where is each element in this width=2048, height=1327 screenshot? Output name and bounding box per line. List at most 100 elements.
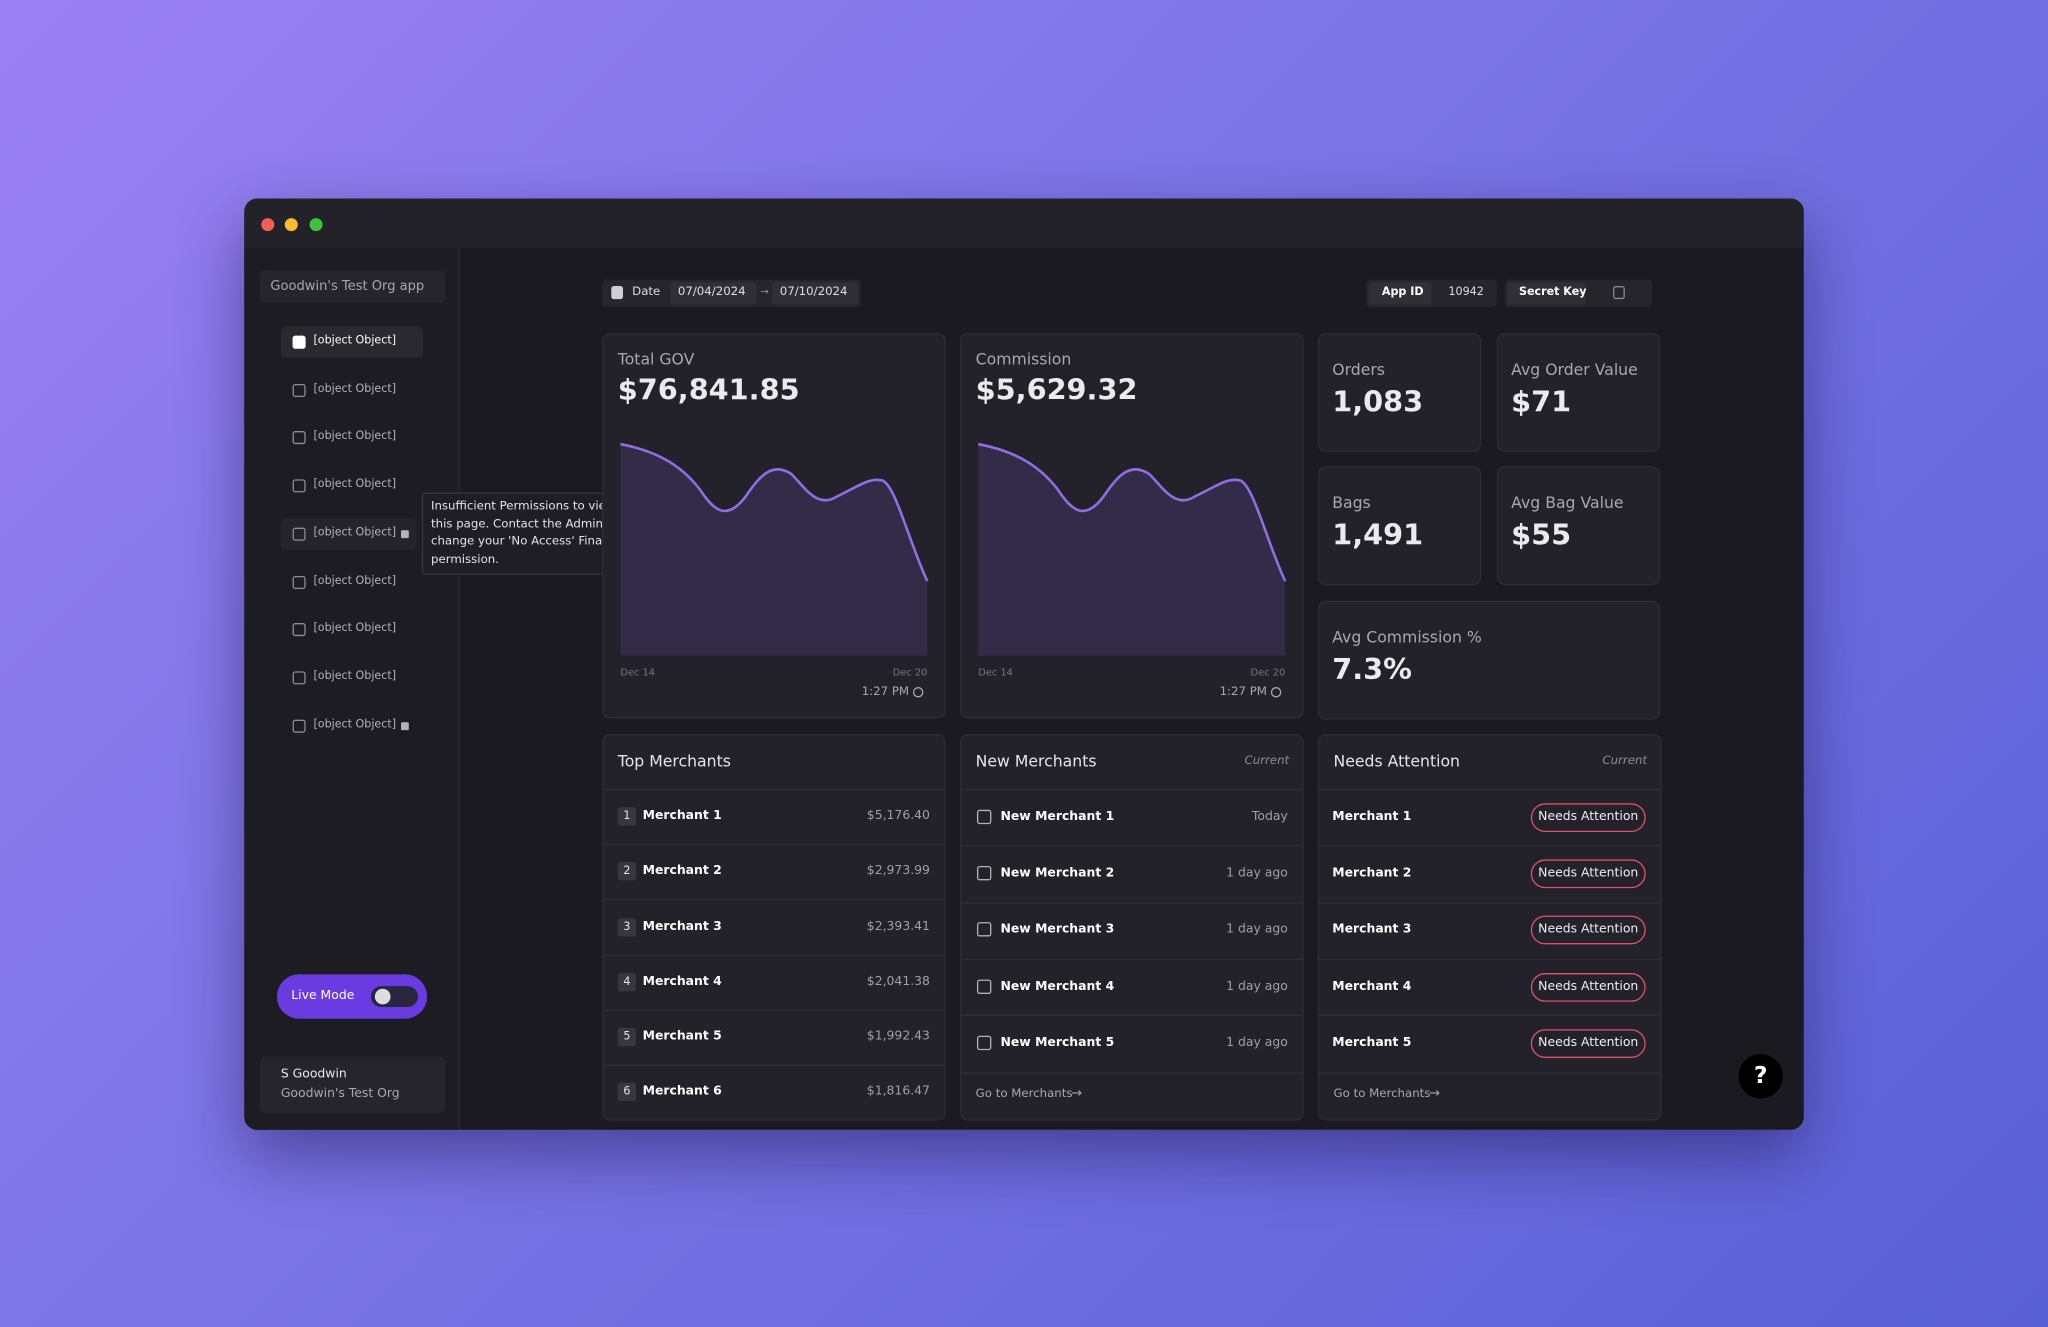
lock-icon (400, 721, 409, 730)
list-tag: Current (1602, 754, 1648, 768)
app-id-label-box (1368, 282, 1432, 305)
sparkline (620, 442, 929, 656)
nav-icon (292, 719, 306, 733)
arrow-icon: → (760, 286, 769, 298)
row-divider (959, 958, 1304, 960)
merchant-name[interactable]: New Merchant 4 (1000, 978, 1115, 994)
list-card (959, 734, 1304, 1121)
link-arrow: → (1071, 1086, 1082, 1102)
status-pill: Needs Attention (1530, 859, 1646, 889)
rank-box: 6 (617, 1082, 637, 1102)
nav-item[interactable]: [object Object] (313, 621, 397, 636)
stat-card (1317, 600, 1661, 720)
merchant-name[interactable]: New Merchant 1 (1000, 809, 1115, 824)
store-icon (976, 1035, 992, 1050)
status-pill: Needs Attention (1530, 915, 1646, 945)
row-divider (959, 1015, 1304, 1017)
merchant-time: 1 day ago (1226, 865, 1288, 881)
row-divider (602, 1064, 946, 1066)
nav-item[interactable]: [object Object] (313, 430, 397, 444)
card-title: Total GOV (617, 350, 695, 369)
row-divider (602, 899, 946, 901)
rank-box: 4 (617, 972, 637, 991)
nav-item[interactable]: [object Object] (313, 382, 397, 396)
stat-label: Avg Order Value (1511, 360, 1638, 379)
nav-item[interactable]: [object Object] (313, 717, 397, 731)
sparkline (978, 442, 1287, 656)
merchant-name[interactable]: Merchant 4 (642, 973, 722, 989)
sparkline-area (978, 444, 1286, 656)
nav-item[interactable]: [object Object] (313, 574, 397, 588)
close-button[interactable] (261, 218, 275, 232)
status-pill: Needs Attention (1530, 802, 1646, 832)
maximize-button[interactable] (309, 218, 323, 232)
nav-item[interactable]: [object Object] (313, 526, 397, 540)
x-start: Dec 14 (620, 666, 655, 678)
nav-icon (292, 335, 306, 349)
user-box[interactable] (259, 1056, 446, 1113)
merchant-value: $2,393.41 (866, 918, 930, 934)
store-icon (976, 809, 992, 824)
card-value: $5,629.32 (975, 374, 1138, 408)
go-link[interactable]: Go to Merchants (975, 1087, 1073, 1102)
merchant-name[interactable]: New Merchant 3 (1000, 922, 1115, 937)
merchant-name[interactable]: Merchant 3 (1332, 922, 1412, 937)
date-label: Date (632, 286, 661, 300)
stat-label: Avg Bag Value (1511, 493, 1624, 512)
merchant-value: $5,176.40 (866, 808, 930, 823)
go-link[interactable]: Go to Merchants (1333, 1087, 1431, 1102)
merchant-name[interactable]: New Merchant 5 (1000, 1035, 1115, 1050)
status-pill: Needs Attention (1530, 1029, 1646, 1058)
updated-time: 1:27 PM (861, 685, 910, 699)
x-end: Dec 20 (892, 666, 928, 678)
stat-value: 7.3% (1332, 654, 1412, 688)
row-divider (602, 954, 946, 956)
help-button[interactable]: ? (1738, 1054, 1783, 1099)
reveal-icon[interactable] (1613, 286, 1625, 300)
sparkline-line (620, 442, 929, 582)
merchant-name[interactable]: Merchant 5 (1332, 1035, 1412, 1050)
stat-label: Bags (1332, 493, 1371, 512)
stat-label: Avg Commission % (1332, 628, 1482, 647)
merchant-name[interactable]: Merchant 3 (642, 918, 722, 934)
minimize-button[interactable] (284, 218, 298, 232)
nav-icon (292, 383, 306, 397)
user-org: Goodwin's Test Org (280, 1086, 400, 1102)
merchant-name[interactable]: Merchant 6 (642, 1084, 722, 1099)
nav-item[interactable]: [object Object] (313, 478, 397, 492)
link-arrow: → (1428, 1086, 1440, 1102)
stat-value: $55 (1511, 519, 1572, 553)
merchant-name[interactable]: Merchant 1 (642, 808, 722, 823)
clock-icon (912, 687, 924, 698)
end-box[interactable] (771, 282, 859, 305)
row-divider (1317, 845, 1662, 847)
title-bar (244, 198, 1804, 249)
stat-card (1496, 333, 1661, 452)
merchant-name[interactable]: Merchant 2 (1332, 865, 1412, 881)
rank-box: 5 (617, 1027, 637, 1047)
start-box[interactable] (670, 282, 757, 305)
live-mode-label: Live Mode (291, 988, 355, 1004)
row-divider (1317, 958, 1662, 960)
nav-icon (292, 575, 306, 589)
user-name: S Goodwin (280, 1067, 347, 1082)
nav-item[interactable]: [object Object] (313, 334, 397, 348)
merchant-name[interactable]: New Merchant 2 (1000, 865, 1115, 881)
merchant-name[interactable]: Merchant 1 (1332, 809, 1412, 824)
card-title: Commission (975, 350, 1072, 369)
org-app[interactable]: Goodwin's Test Org app (259, 270, 446, 304)
merchant-name[interactable]: Merchant 2 (642, 863, 722, 879)
row-divider (602, 843, 946, 846)
clock-icon (1270, 687, 1282, 698)
nav-icon (292, 431, 306, 445)
merchant-value: $2,973.99 (866, 863, 930, 879)
list-title: Top Merchants (617, 752, 731, 771)
merchant-name[interactable]: Merchant 4 (1332, 978, 1412, 994)
merchant-time: 1 day ago (1226, 978, 1288, 994)
nav-blocked (280, 518, 417, 550)
merchant-name[interactable]: Merchant 5 (642, 1029, 722, 1044)
merchant-time: Today (1251, 809, 1288, 824)
nav-icon (292, 671, 306, 685)
nav-item[interactable]: [object Object] (313, 669, 397, 683)
